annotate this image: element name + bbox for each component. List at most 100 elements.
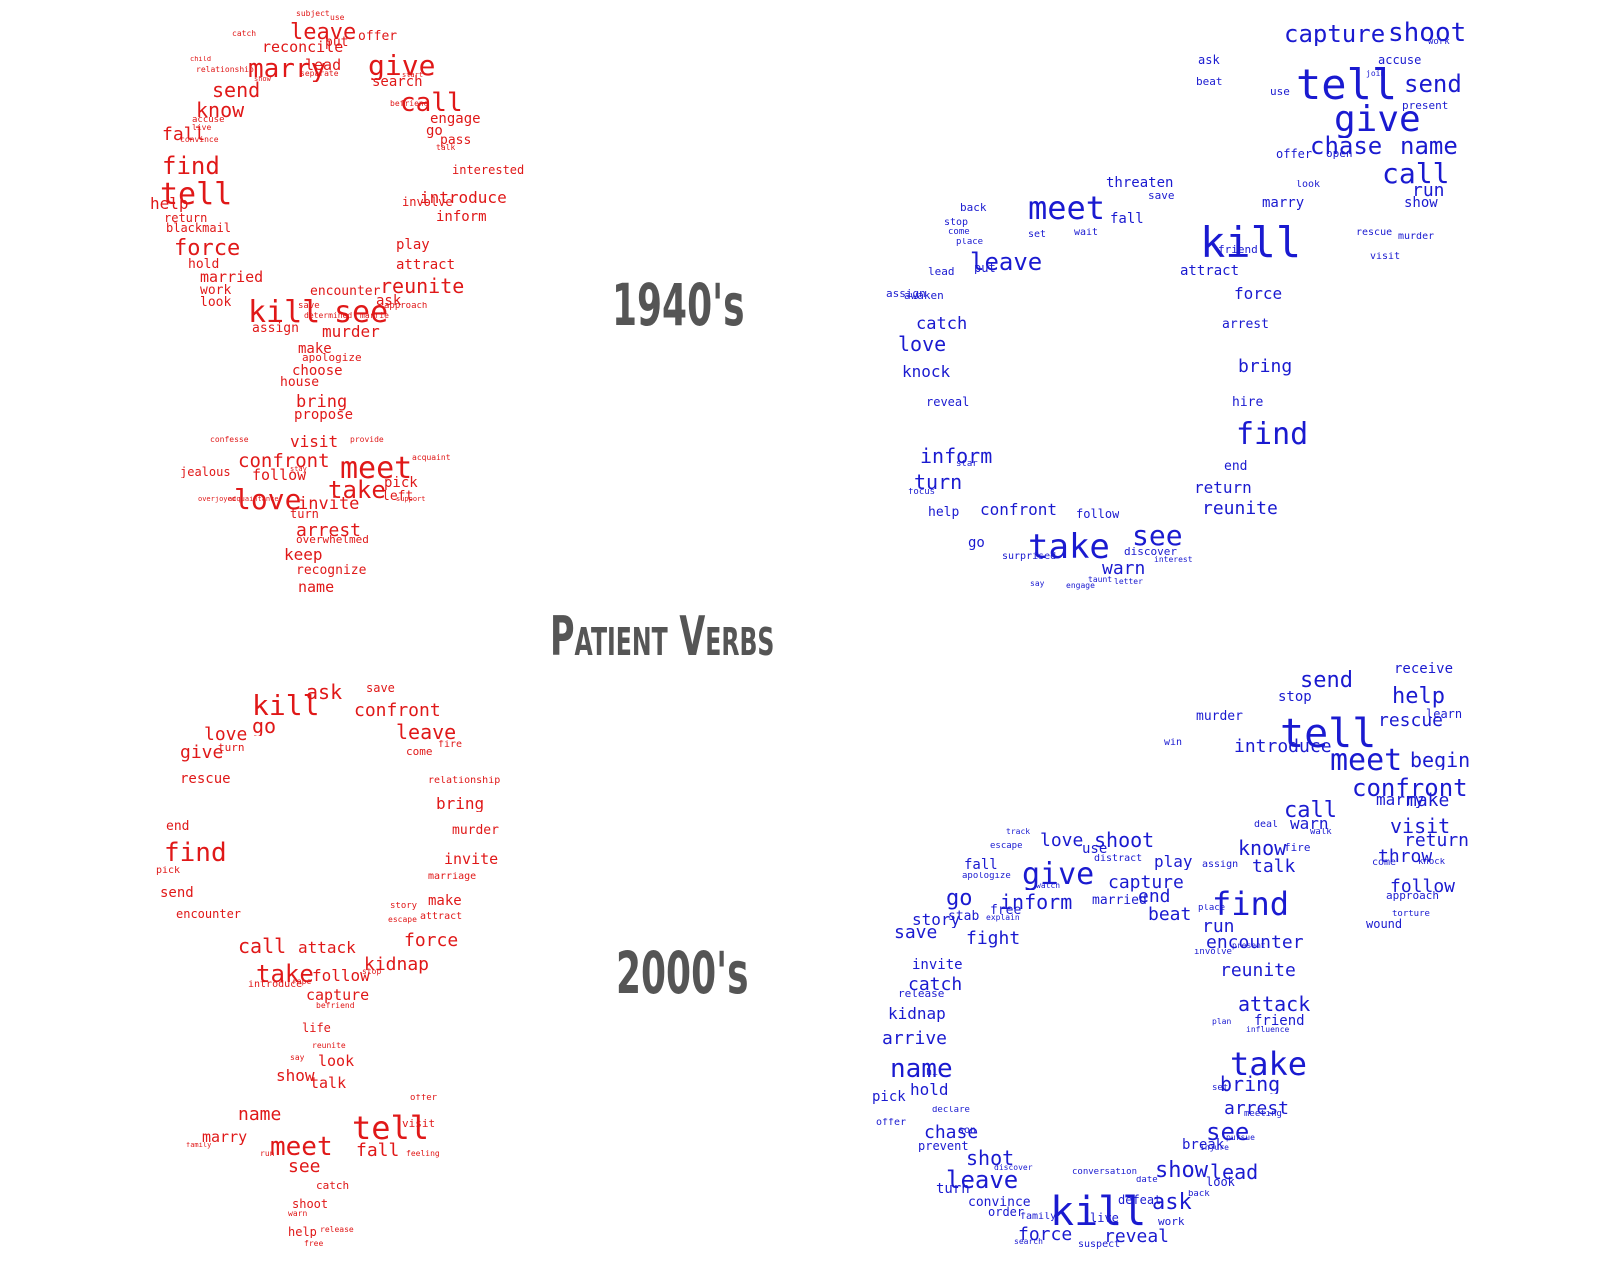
cloud-word: save <box>894 924 938 942</box>
cloud-word: send <box>212 80 261 100</box>
cloud-word: go <box>946 888 973 910</box>
cloud-word: subject <box>296 10 330 18</box>
cloud-word: life <box>302 1022 331 1034</box>
cloud-word: meet <box>1028 192 1106 224</box>
cloud-word: involve <box>402 196 453 208</box>
cloud-word: visit <box>290 434 339 450</box>
cloud-word: say <box>1030 580 1045 588</box>
cloud-word: leave <box>946 1168 1019 1192</box>
cloud-word: offer <box>876 1118 907 1128</box>
cloud-word: search <box>372 75 423 89</box>
cloud-word: assign <box>252 322 299 335</box>
cloud-word: work <box>1428 38 1450 47</box>
cloud-word: inform <box>1000 892 1073 912</box>
cloud-word: separate <box>300 70 339 78</box>
cloud-word: offer <box>358 30 398 43</box>
cloud-word: arrest <box>1222 318 1269 331</box>
cloud-word: confront <box>980 502 1058 518</box>
cloud-word: place <box>956 238 984 247</box>
cloud-word: declare <box>932 1106 970 1115</box>
cloud-word: acquaintance <box>228 496 279 503</box>
cloud-word: order <box>988 1206 1025 1218</box>
cloud-word: keep <box>284 547 323 563</box>
cloud-word: left <box>382 490 414 503</box>
cloud-word: torture <box>1392 910 1430 919</box>
cloud-word: open <box>1326 148 1353 159</box>
cloud-word: arrive <box>882 1030 948 1048</box>
cloud-word: introduce <box>1234 738 1332 756</box>
cloud-word: married <box>200 270 264 285</box>
cloud-word: kidnap <box>364 956 430 974</box>
cloud-word: choose <box>292 364 343 378</box>
cloud-word: attract <box>396 258 456 272</box>
cloud-word: help <box>150 196 189 212</box>
cloud-word: know <box>196 100 245 120</box>
cloud-word: discover <box>994 1164 1033 1172</box>
cloud-word: catch <box>908 976 963 994</box>
cloud-word: see <box>1132 522 1183 550</box>
cloud-word: accuse <box>1378 54 1422 66</box>
cloud-word: stab <box>948 910 980 923</box>
cloud-word: assign <box>886 288 926 299</box>
cloud-word: lead <box>1210 1162 1259 1182</box>
cloud-word: child <box>190 56 212 63</box>
cloud-word: turn <box>914 472 963 492</box>
cloud-word: turn <box>936 1182 970 1196</box>
cloud-word: free <box>304 1240 324 1248</box>
cloud-word: help <box>928 506 960 519</box>
cloud-word: prevent <box>918 1140 969 1152</box>
cloud-word: force <box>1234 286 1283 302</box>
cloud-word: follow <box>312 968 370 984</box>
cloud-word: letter <box>1114 578 1143 586</box>
cloud-word: leave <box>970 250 1043 274</box>
cloud-word: reunite <box>380 276 465 296</box>
cloud-word: overjoyed <box>198 496 236 503</box>
cloud-word: fire <box>1284 842 1311 853</box>
cloud-word: reveal <box>926 396 970 408</box>
cloud-word: follow <box>1390 878 1456 896</box>
cloud-word: rescue <box>1356 228 1393 238</box>
cloud-word: defeat <box>1118 1194 1162 1206</box>
cloud-word: beat <box>1148 906 1192 924</box>
cloud-word: engage <box>1066 582 1095 590</box>
cloud-word: track <box>1006 828 1031 836</box>
cloud-word: explain <box>986 914 1020 922</box>
cloud-word: capture <box>1284 22 1386 46</box>
cloud-word: love <box>204 726 248 744</box>
cloud-word: run <box>1202 918 1235 936</box>
cloud-word: distract <box>1094 854 1143 864</box>
cloud-word: play <box>1154 854 1193 870</box>
cloud-word: see <box>1206 1120 1250 1144</box>
cloud-word: family <box>186 1142 212 1149</box>
cloud-word: rescue <box>180 772 231 786</box>
cloud-word: love <box>1040 832 1084 850</box>
cloud-word: help <box>1392 686 1445 708</box>
cloud-word: give <box>368 52 436 80</box>
cloud-word: confront <box>1352 776 1468 800</box>
cloud-word: lead <box>305 58 342 73</box>
cloud-word: look <box>1296 180 1321 190</box>
cloud-word: talk <box>1252 858 1296 876</box>
cloud-word: ask <box>306 682 343 702</box>
cloud-word: come <box>948 228 970 237</box>
cloud-word: fall <box>162 126 206 144</box>
cloud-word: bring <box>1238 358 1293 376</box>
cloud-word: encounter <box>176 908 242 920</box>
cloud-word: approach <box>1386 890 1439 901</box>
cloud-word: start <box>402 72 424 79</box>
cloud-word: reunite <box>1202 500 1278 518</box>
cloud-word: attract <box>420 912 463 922</box>
cloud-word: wait <box>1074 228 1099 238</box>
cloud-word: surprised <box>1002 552 1057 562</box>
cloud-word: search <box>1014 1238 1043 1246</box>
cloud-word: use <box>1270 86 1290 97</box>
cloud-word: work <box>1158 1216 1185 1227</box>
cloud-word: see <box>334 298 389 328</box>
cloud-word: influence <box>1246 1026 1290 1034</box>
cloud-word: send <box>1404 72 1462 96</box>
cloud-word: visit <box>402 1118 436 1129</box>
cloud-word: rescue <box>1378 712 1444 730</box>
cloud-word: show <box>1155 1160 1208 1182</box>
cloud-word: ask <box>376 294 402 308</box>
cloud-word: end <box>166 820 190 833</box>
